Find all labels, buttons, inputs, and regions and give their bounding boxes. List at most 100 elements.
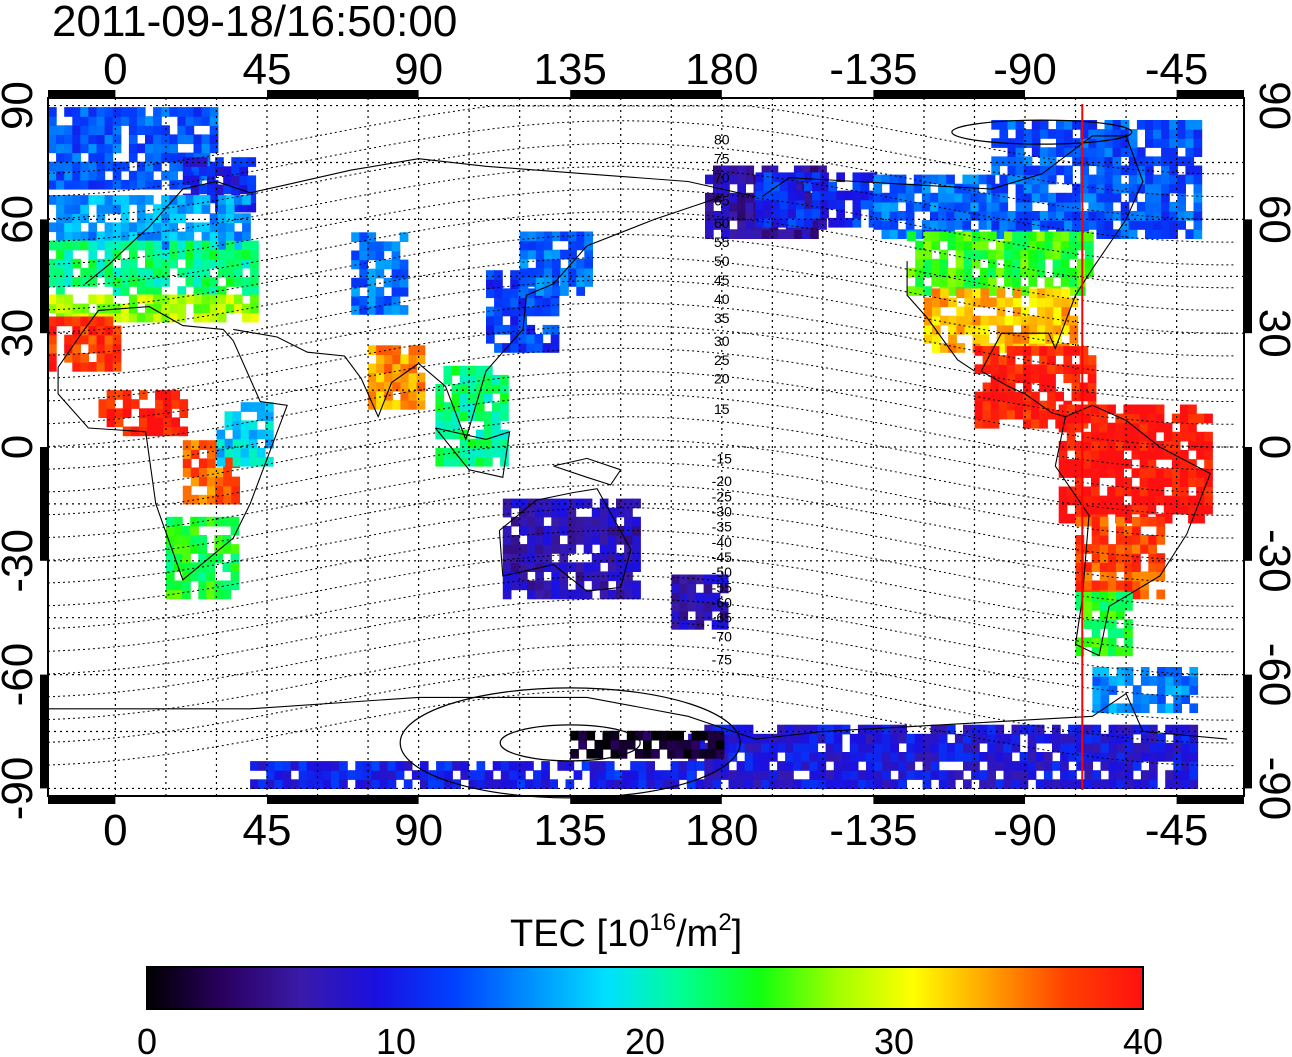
tec-pixel xyxy=(1177,120,1186,130)
tec-pixel xyxy=(1047,165,1057,176)
tec-pixel xyxy=(182,562,191,572)
tec-pixel xyxy=(232,429,242,440)
coastlines xyxy=(48,135,1228,740)
tec-pixel xyxy=(1149,676,1158,686)
tec-pixel xyxy=(1193,138,1203,148)
tec-pixel xyxy=(1047,409,1056,420)
tec-pixel xyxy=(201,134,211,145)
tec-pixel xyxy=(1148,544,1157,554)
tec-pixel xyxy=(231,485,240,496)
tec-pixel xyxy=(145,240,154,251)
tec-pixel xyxy=(80,143,89,154)
tec-pixel xyxy=(1068,231,1078,242)
frame-tick xyxy=(1245,447,1252,561)
tec-pixel xyxy=(624,580,633,591)
tec-pixel xyxy=(552,258,561,269)
tec-pixel xyxy=(1045,315,1054,326)
tec-pixel xyxy=(234,277,243,287)
tec-pixel xyxy=(1163,450,1173,460)
tec-pixel xyxy=(1087,391,1097,402)
tec-pixel xyxy=(616,535,625,545)
contour-label: -30 xyxy=(712,503,732,519)
tec-pixel xyxy=(607,516,617,527)
tec-pixel xyxy=(519,544,528,554)
tec-pixel xyxy=(1091,504,1100,515)
tec-pixel xyxy=(1044,249,1054,260)
tec-pixel xyxy=(1099,637,1109,648)
tec-pixel xyxy=(217,213,227,223)
tec-pixel xyxy=(1047,373,1056,384)
tec-pixel xyxy=(1149,752,1158,762)
tec-pixel xyxy=(638,770,647,780)
tec-pixel xyxy=(534,343,544,353)
tec-pixel xyxy=(1124,544,1133,554)
tec-pixel xyxy=(1120,129,1130,139)
tec-pixel xyxy=(679,574,689,585)
tec-pixel xyxy=(591,553,601,563)
tec-pixel xyxy=(857,752,867,762)
tec-pixel xyxy=(1120,229,1130,239)
tec-pixel xyxy=(646,761,655,771)
tec-pixel xyxy=(1132,580,1141,591)
tec-pixel xyxy=(866,733,875,744)
tec-pixel xyxy=(130,399,140,409)
contour-label: 70 xyxy=(714,170,730,186)
tec-pixel xyxy=(1128,138,1138,148)
tec-pixel xyxy=(247,202,257,213)
tec-pixel xyxy=(185,267,195,278)
tec-pixel xyxy=(1120,138,1130,148)
tec-pixel xyxy=(1004,240,1013,251)
tec-pixel xyxy=(443,456,453,467)
tec-pixel xyxy=(809,761,819,771)
tec-pixel xyxy=(179,426,189,437)
tec-pixel xyxy=(234,240,243,251)
tec-pixel xyxy=(963,258,973,269)
tec-pixel xyxy=(542,297,552,308)
tec-pixel xyxy=(527,525,536,536)
tec-pixel xyxy=(1157,694,1166,704)
tec-pixel xyxy=(591,516,601,527)
tec-pixel xyxy=(225,277,235,287)
tec-pixel xyxy=(1072,147,1081,157)
tec-pixel xyxy=(169,161,178,172)
tec-pixel xyxy=(376,400,385,410)
tec-pixel xyxy=(215,467,224,478)
contour-label: 50 xyxy=(714,253,730,269)
tec-pixel xyxy=(1112,211,1122,221)
tec-pixel xyxy=(938,770,948,780)
tec-pixel xyxy=(395,761,405,771)
tec-pixel xyxy=(239,175,249,186)
tec-pixel xyxy=(1140,544,1149,554)
tec-pixel xyxy=(948,334,957,344)
tec-region xyxy=(351,232,409,315)
tec-pixel xyxy=(223,467,232,478)
tec-pixel xyxy=(145,161,154,172)
tec-pixel xyxy=(1068,779,1077,789)
tec-pixel xyxy=(1083,562,1093,572)
tec-pixel xyxy=(1083,544,1093,554)
tec-pixel xyxy=(550,279,560,289)
tec-pixel xyxy=(206,571,215,582)
tec-pixel xyxy=(755,181,765,192)
tec-pixel xyxy=(1132,779,1142,789)
tec-pixel xyxy=(974,400,984,411)
tec-pixel xyxy=(1161,192,1170,203)
latitude-labels-right: 9060300-30-60-90 xyxy=(1250,81,1292,820)
tec-pixel xyxy=(719,620,729,630)
tec-pixel xyxy=(1037,306,1046,317)
tec-pixel xyxy=(729,201,738,212)
tec-pixel xyxy=(632,535,641,545)
tec-pixel xyxy=(1177,192,1186,203)
tec-pixel xyxy=(492,447,501,458)
tec-pixel xyxy=(785,724,794,735)
tec-pixel xyxy=(368,390,377,401)
tec-pixel xyxy=(1099,516,1109,527)
tec-pixel xyxy=(1153,201,1162,212)
tec-pixel xyxy=(1055,346,1064,356)
tec-pixel xyxy=(962,201,972,212)
tec-pixel xyxy=(1181,676,1190,686)
tec-pixel xyxy=(384,345,393,355)
tec-pixel xyxy=(1092,733,1102,744)
lon-tick-label-top: 90 xyxy=(394,45,443,94)
tec-pixel xyxy=(1156,589,1166,600)
